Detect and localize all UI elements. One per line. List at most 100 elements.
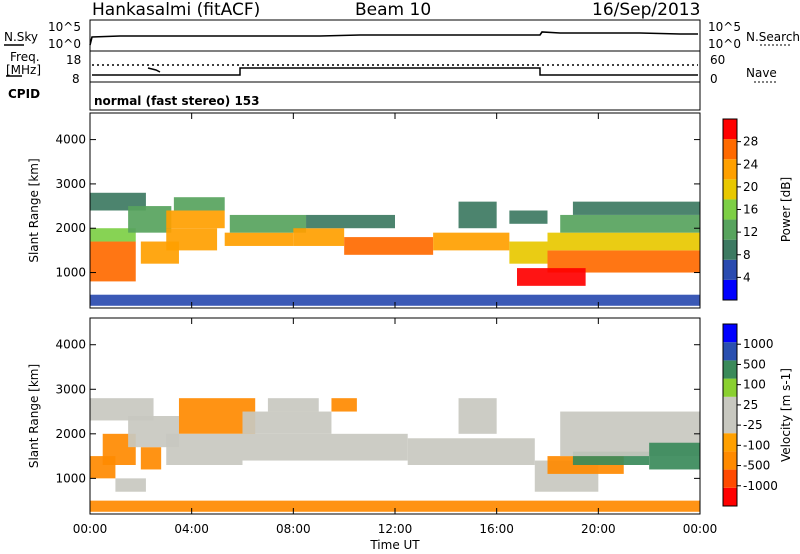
velocity-band-13 bbox=[458, 398, 497, 434]
colorbar-1-swatch-1 bbox=[723, 469, 737, 488]
velocity-band-19 bbox=[90, 500, 700, 512]
beam-label: Beam 10 bbox=[355, 0, 432, 20]
date-label: 16/Sep/2013 bbox=[592, 0, 701, 20]
ytick-label-0-3: 4000 bbox=[55, 133, 86, 147]
colorbar-1-tick-label-0: 1000 bbox=[743, 337, 774, 351]
ytick-label-1-1: 2000 bbox=[55, 427, 86, 441]
colorbar-0-swatch-6 bbox=[723, 159, 737, 180]
power-band-16 bbox=[509, 210, 548, 224]
colorbar-0-tick-label-2: 12 bbox=[743, 225, 758, 239]
freq-left-tick-top: 18 bbox=[66, 53, 82, 67]
colorbar-0-tick-label-1: 8 bbox=[743, 248, 751, 262]
colorbar-1-swatch-9 bbox=[723, 324, 737, 343]
noise-sky-line bbox=[89, 31, 698, 46]
freq-blip bbox=[147, 67, 161, 73]
noise-search-label: N.Search bbox=[746, 30, 800, 44]
power-band-17 bbox=[547, 250, 700, 273]
velocity-band-7 bbox=[166, 433, 243, 465]
xtick-label-4: 16:00 bbox=[479, 522, 514, 536]
velocity-band-8 bbox=[242, 411, 332, 434]
power-band-15 bbox=[509, 241, 548, 264]
velocity-band-3 bbox=[115, 478, 146, 492]
power-band-12 bbox=[344, 237, 434, 255]
freq-label-line2: [MHz] bbox=[6, 63, 42, 77]
freq-label-line1: Freq. bbox=[10, 50, 40, 64]
power-band-20 bbox=[560, 214, 700, 233]
power-band-22 bbox=[90, 294, 700, 306]
ytick-label-0-2: 3000 bbox=[55, 177, 86, 191]
power-band-3 bbox=[128, 206, 172, 233]
power-band-21 bbox=[572, 201, 700, 215]
colorbar-0-swatch-3 bbox=[723, 219, 737, 240]
colorbar-0-swatch-0 bbox=[723, 279, 737, 300]
power-band-13 bbox=[433, 232, 510, 251]
power-band-18 bbox=[517, 268, 586, 286]
nave-tick-bottom: 0 bbox=[710, 72, 718, 86]
power-band-14 bbox=[458, 201, 497, 229]
xtick-label-6: 00:00 bbox=[683, 522, 718, 536]
colorbar-0-swatch-4 bbox=[723, 199, 737, 220]
velocity-band-12 bbox=[407, 438, 535, 465]
velocity-band-4 bbox=[140, 447, 162, 470]
noise-sky-label: N.Sky bbox=[4, 30, 39, 44]
colorbar-0-label: Power [dB] bbox=[779, 177, 793, 242]
cpid-panel-frame bbox=[89, 81, 701, 111]
freq-left-tick-bottom: 8 bbox=[72, 72, 80, 86]
colorbar-0-swatch-7 bbox=[723, 139, 737, 160]
xlabel: Time UT bbox=[369, 538, 420, 552]
ylabel-0: Slant Range [km] bbox=[27, 158, 41, 262]
colorbar-0-tick-label-3: 16 bbox=[743, 203, 758, 217]
colorbar-1-frame bbox=[722, 323, 738, 507]
colorbars: 4 8 12 16 20 24 28 Power [dB] 1000 500 100 25 -25 -10… bbox=[722, 118, 793, 507]
freq-panel-frame bbox=[89, 50, 701, 83]
power-band-11 bbox=[306, 214, 395, 229]
noise-right-tick-bottom: 10^0 bbox=[708, 37, 741, 51]
power-band-0 bbox=[90, 241, 136, 282]
freq-line bbox=[92, 67, 698, 76]
xtick-label-5: 20:00 bbox=[581, 522, 616, 536]
nave-label: Nave bbox=[746, 66, 777, 80]
colorbar-1-label: Velocity [m s-1] bbox=[779, 368, 793, 462]
colorbar-0-tick-label-5: 24 bbox=[743, 157, 758, 171]
nave-tick-top: 60 bbox=[710, 53, 726, 67]
colorbar-1-tick-label-3: 25 bbox=[743, 398, 758, 412]
ytick-label-0-1: 2000 bbox=[55, 221, 86, 235]
colorbar-1-tick-label-7: -1000 bbox=[743, 479, 778, 493]
colorbar-1-swatch-7 bbox=[723, 360, 737, 379]
colorbar-1-tick-label-1: 500 bbox=[743, 357, 766, 371]
xtick-label-0: 00:00 bbox=[73, 522, 108, 536]
power-band-9 bbox=[229, 214, 307, 233]
ytick-label-0-0: 1000 bbox=[55, 266, 86, 280]
axes: 1000 2000 3000 4000 Slant Range [km] 1000 2000… bbox=[27, 113, 717, 552]
noise-right-tick-top: 10^5 bbox=[708, 20, 741, 34]
xtick-label-1: 04:00 bbox=[174, 522, 209, 536]
power-band-1 bbox=[90, 228, 136, 242]
power-band-5 bbox=[166, 228, 218, 251]
colorbar-1-swatch-2 bbox=[723, 451, 737, 470]
power-band-7 bbox=[173, 197, 225, 211]
colorbar-1-swatch-5 bbox=[723, 396, 737, 415]
colorbar-1-swatch-6 bbox=[723, 378, 737, 397]
colorbar-1-tick-label-2: 100 bbox=[743, 378, 766, 392]
colorbar-1-swatch-3 bbox=[723, 433, 737, 452]
power-band-6 bbox=[166, 210, 225, 229]
colorbar-1-tick-label-6: -500 bbox=[743, 459, 770, 473]
power-band-8 bbox=[224, 232, 294, 246]
velocity-band-10 bbox=[331, 398, 357, 412]
colorbar-0-swatch-5 bbox=[723, 179, 737, 200]
xtick-label-2: 08:00 bbox=[276, 522, 311, 536]
velocity-panel bbox=[89, 317, 701, 515]
colorbar-0-swatch-1 bbox=[723, 259, 737, 280]
velocity-band-18 bbox=[649, 442, 700, 470]
colorbar-0-swatch-8 bbox=[723, 119, 737, 140]
cpid-label: CPID bbox=[8, 87, 41, 101]
velocity-band-2 bbox=[90, 398, 154, 421]
ytick-label-1-0: 1000 bbox=[55, 471, 86, 485]
ytick-label-1-3: 4000 bbox=[55, 338, 86, 352]
velocity-band-9 bbox=[242, 433, 408, 461]
ytick-label-1-2: 3000 bbox=[55, 382, 86, 396]
power-band-10 bbox=[293, 228, 345, 246]
power-panel bbox=[89, 112, 701, 309]
colorbar-1-swatch-8 bbox=[723, 342, 737, 361]
